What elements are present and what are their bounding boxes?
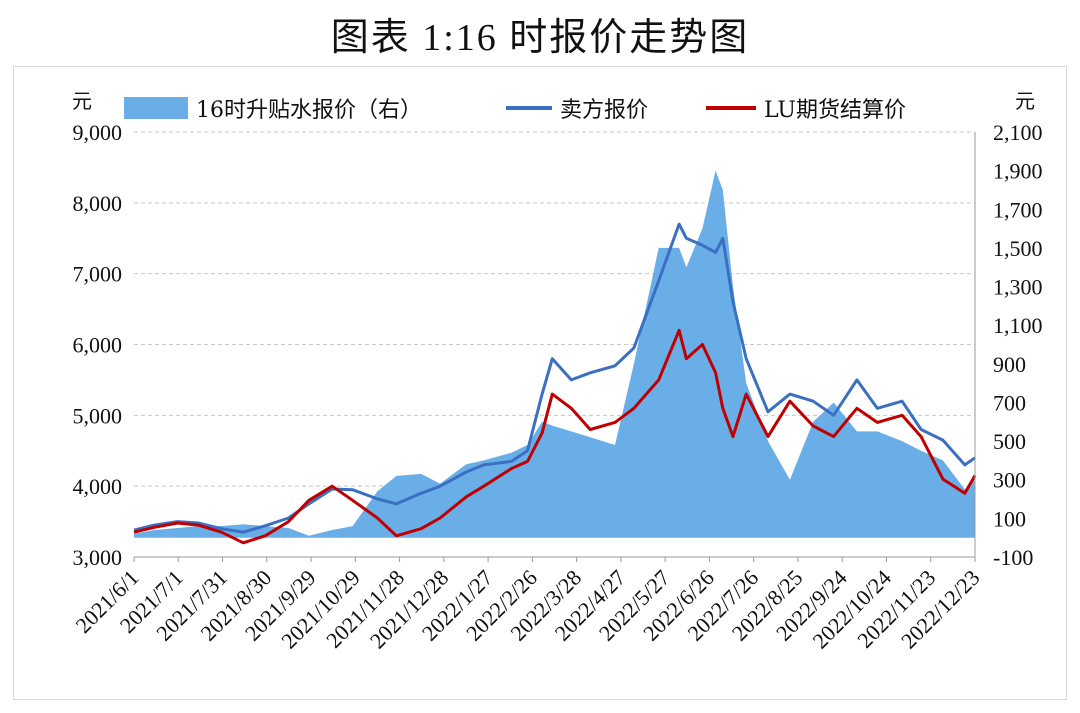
right-tick-label: 1,900 xyxy=(993,159,1043,184)
left-tick-label: 6,000 xyxy=(73,333,123,358)
right-tick-label: 1,500 xyxy=(993,236,1043,261)
right-tick-label: 300 xyxy=(993,468,1026,493)
legend-label-seller: 卖方报价 xyxy=(560,98,648,123)
right-tick-label: 2,100 xyxy=(993,120,1043,145)
left-tick-label: 9,000 xyxy=(73,120,123,145)
series-line-seller xyxy=(133,222,976,534)
left-tick-label: 3,000 xyxy=(73,545,123,570)
left-tick-label: 4,000 xyxy=(73,474,123,499)
chart-title: 图表 1:16 时报价走势图 xyxy=(330,17,750,59)
axis-layer: 3,000 4,000 5,000 6,000 7,000 8,000 9,000 -100 1… xyxy=(71,120,1043,653)
series-area-premium xyxy=(134,170,975,538)
legend: 16时升贴水报价（右） 卖方报价 LU期货结算价 xyxy=(124,97,906,123)
left-tick-label: 5,000 xyxy=(73,403,123,428)
right-tick-label: 1,300 xyxy=(993,275,1043,300)
chart-frame xyxy=(13,66,1067,700)
left-tick-label: 8,000 xyxy=(73,191,123,216)
right-tick-label: 700 xyxy=(993,390,1026,415)
series-layer xyxy=(133,170,977,545)
right-tick-label: 500 xyxy=(993,429,1026,454)
series-line-lu xyxy=(133,328,977,545)
legend-swatch-premium xyxy=(124,97,188,119)
right-tick-label: -100 xyxy=(993,545,1033,570)
right-tick-label: 100 xyxy=(993,506,1026,531)
left-axis-unit: 元 xyxy=(72,89,92,113)
right-axis-unit: 元 xyxy=(1015,89,1035,113)
left-tick-label: 7,000 xyxy=(73,262,123,287)
right-tick-label: 1,100 xyxy=(993,313,1043,338)
legend-label-premium: 16时升贴水报价（右） xyxy=(196,98,422,123)
right-tick-label: 900 xyxy=(993,352,1026,377)
legend-label-lu: LU期货结算价 xyxy=(764,98,906,123)
right-tick-label: 1,700 xyxy=(993,197,1043,222)
